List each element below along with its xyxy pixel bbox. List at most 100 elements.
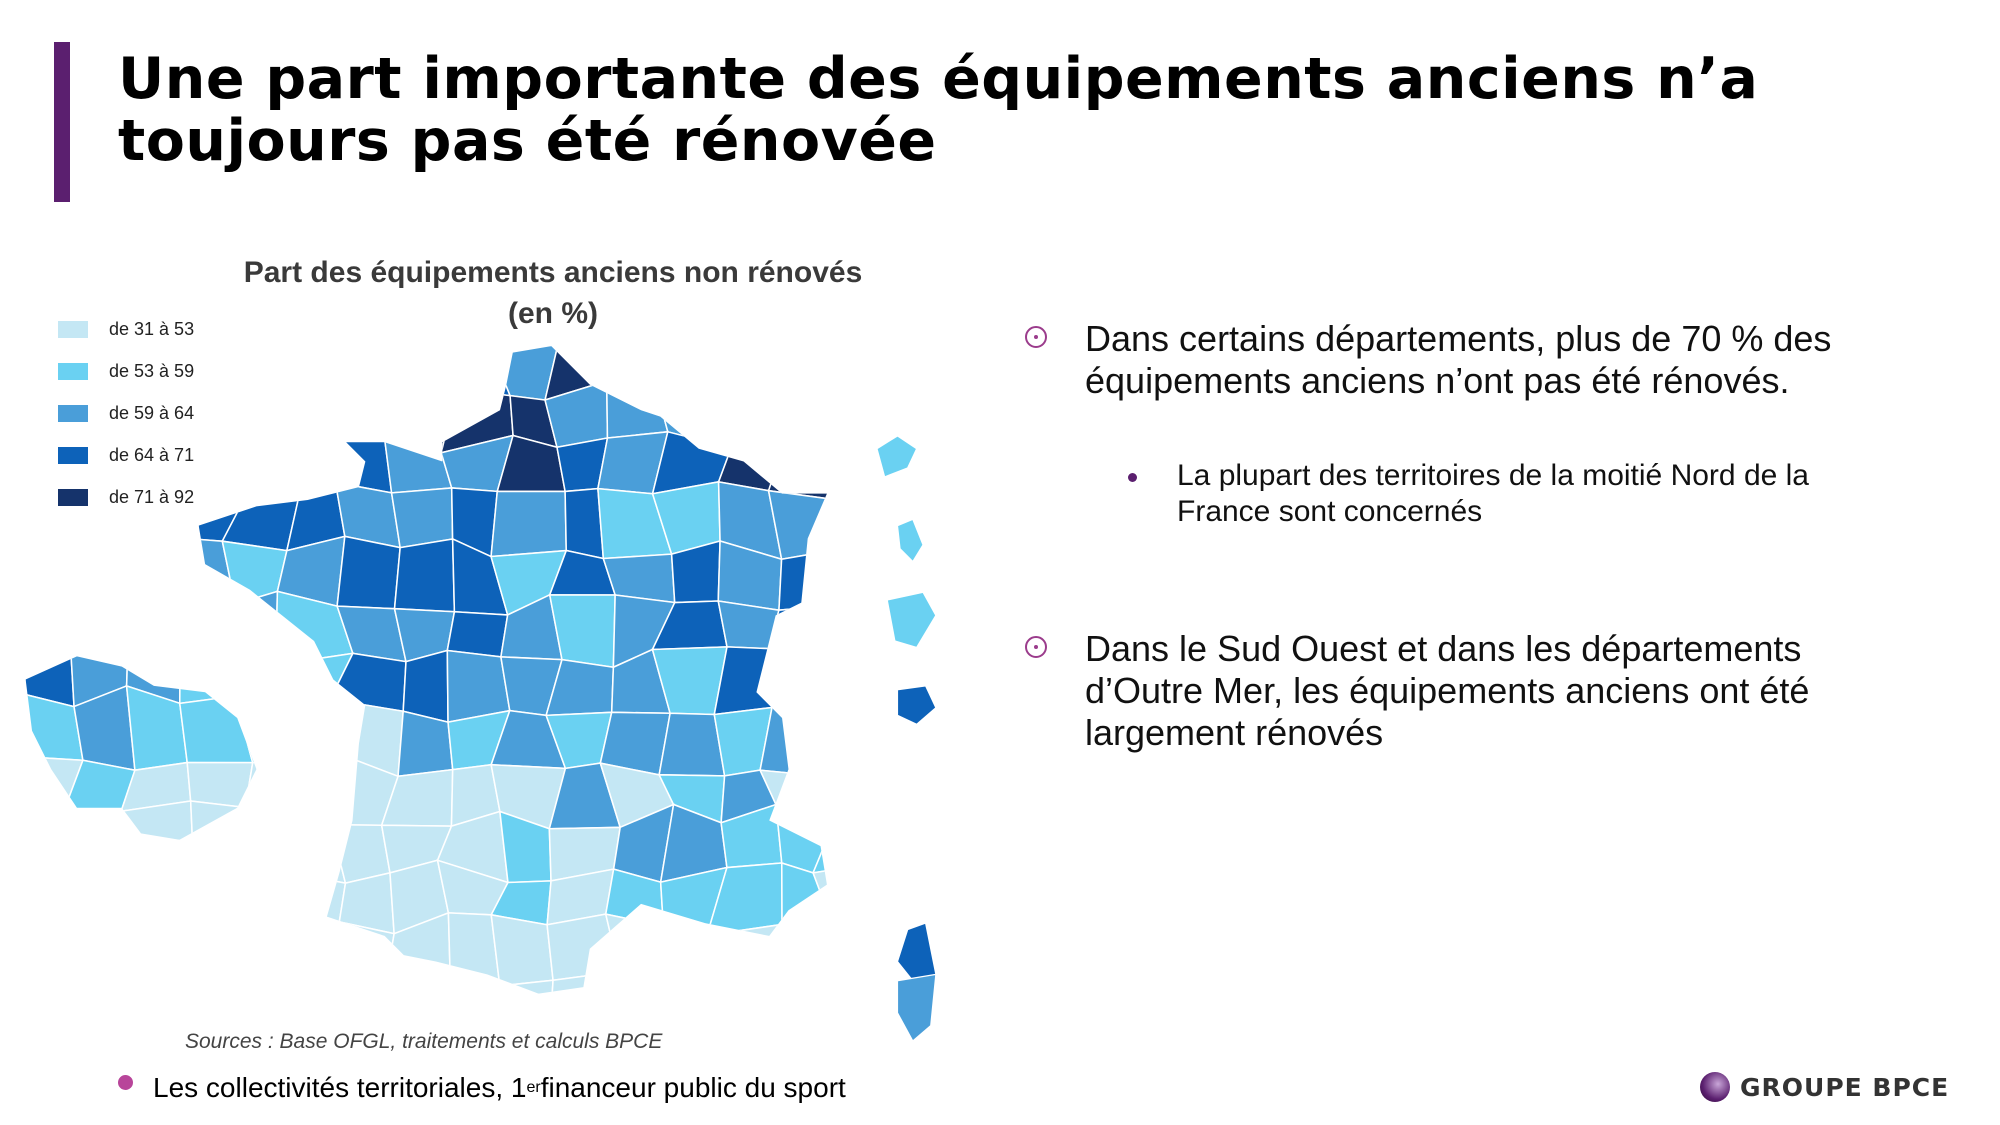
legend-label: de 59 à 64 [109, 402, 195, 423]
bullet-text: Dans certains départements, plus de 70 %… [1085, 318, 1832, 401]
legend-swatch [58, 320, 88, 338]
page-title: Une part importante des équipements anci… [118, 46, 1759, 174]
department-shape [759, 706, 827, 779]
department-shape [446, 610, 509, 658]
department-shape [198, 603, 237, 668]
legend-label: de 71 à 92 [109, 486, 195, 507]
island-martinique [896, 518, 924, 563]
island-guyane [886, 591, 937, 649]
chart-title-line1: Part des équipements anciens non rénovés [243, 256, 863, 289]
department-shape [444, 346, 512, 397]
bpce-logo-mark-icon [1700, 1072, 1730, 1102]
department-shape [767, 647, 827, 709]
department-shape [548, 970, 621, 994]
department-shape [336, 535, 401, 610]
department-shape [25, 656, 75, 708]
department-shape [826, 550, 827, 617]
department-shape [605, 377, 669, 439]
department-shape [56, 810, 125, 840]
department-shape [822, 428, 827, 501]
department-shape [834, 705, 877, 777]
legend-swatch [58, 488, 88, 506]
legend-label: de 53 à 59 [109, 360, 195, 381]
island-corse-nord [896, 922, 937, 982]
department-shape [401, 346, 458, 393]
department-shape [186, 761, 254, 809]
department-shape [198, 911, 242, 992]
department-shape [767, 604, 827, 653]
department-shape [337, 346, 409, 400]
department-shape [283, 817, 347, 885]
department-shape [228, 817, 297, 875]
department-shape [446, 649, 511, 724]
sub-bullet: La plupart des territoires de la moitié … [1128, 458, 1828, 530]
department-shape [283, 751, 336, 826]
department-shape [390, 487, 454, 549]
island-reunion [896, 685, 937, 726]
department-shape [198, 867, 242, 940]
department-shape [663, 981, 726, 994]
department-shape [233, 346, 297, 396]
department-shape [244, 806, 257, 840]
department-shape [280, 916, 341, 984]
department-shape [189, 800, 251, 840]
department-shape [222, 448, 300, 504]
department-shape [767, 441, 827, 501]
department-shape [382, 430, 453, 494]
chart-title: Part des équipements anciens non rénovés… [150, 252, 956, 334]
department-shape [397, 710, 454, 778]
dot-bullet-icon [1128, 473, 1137, 482]
footer-text-end: financeur public du sport [540, 1072, 846, 1103]
department-shape [814, 982, 827, 994]
department-shape [178, 656, 246, 705]
map-legend: de 31 à 53 de 53 à 59 de 59 à 64 de 64 à… [58, 308, 194, 518]
department-shape [233, 656, 257, 703]
department-shape [776, 923, 827, 989]
department-shape [775, 803, 827, 874]
chart-title-line2: (en %) [508, 297, 598, 330]
footer-text: Les collectivités territoriales, 1 [153, 1072, 527, 1103]
legend-swatch [58, 446, 88, 464]
circle-bullet-icon [1025, 636, 1047, 658]
department-shape [826, 488, 827, 562]
circle-bullet-icon [1025, 326, 1047, 348]
legend-item: de 59 à 64 [58, 392, 194, 434]
department-shape [393, 538, 456, 613]
department-shape [25, 755, 84, 815]
department-shape [821, 604, 827, 656]
sub-bullet-text: La plupart des territoires de la moitié … [1177, 459, 1809, 528]
department-shape [817, 346, 827, 398]
sources-note: Sources : Base OFGL, traitements et calc… [185, 1030, 663, 1053]
department-shape [837, 930, 870, 986]
department-shape [759, 985, 827, 994]
bullet-2: Dans le Sud Ouest et dans les départemen… [1025, 628, 1905, 754]
department-shape [334, 431, 393, 494]
department-shape [222, 375, 299, 454]
department-shape [703, 981, 779, 994]
department-shape [228, 867, 297, 919]
department-shape [178, 695, 254, 764]
department-shape [244, 759, 257, 812]
department-shape [658, 712, 726, 777]
department-shape [280, 872, 347, 923]
department-shape [296, 439, 344, 501]
department-shape [25, 807, 64, 840]
footer: Les collectivités territoriales, 1 er fin… [118, 1072, 846, 1104]
department-shape [717, 600, 780, 650]
department-shape [812, 861, 827, 939]
department-shape [227, 590, 279, 667]
department-shape [832, 776, 882, 827]
department-shape [234, 911, 301, 992]
department-shape [490, 913, 554, 987]
legend-label: de 31 à 53 [109, 318, 195, 339]
department-shape [337, 390, 410, 442]
department-shape [281, 346, 342, 400]
groupe-bpce-logo: GROUPE BPCE [1700, 1072, 1949, 1102]
department-shape [227, 643, 282, 717]
department-shape [564, 487, 605, 560]
department-shape [280, 698, 336, 759]
island-corse-sud [896, 973, 937, 1043]
department-shape [120, 800, 195, 840]
department-shape [498, 979, 554, 994]
